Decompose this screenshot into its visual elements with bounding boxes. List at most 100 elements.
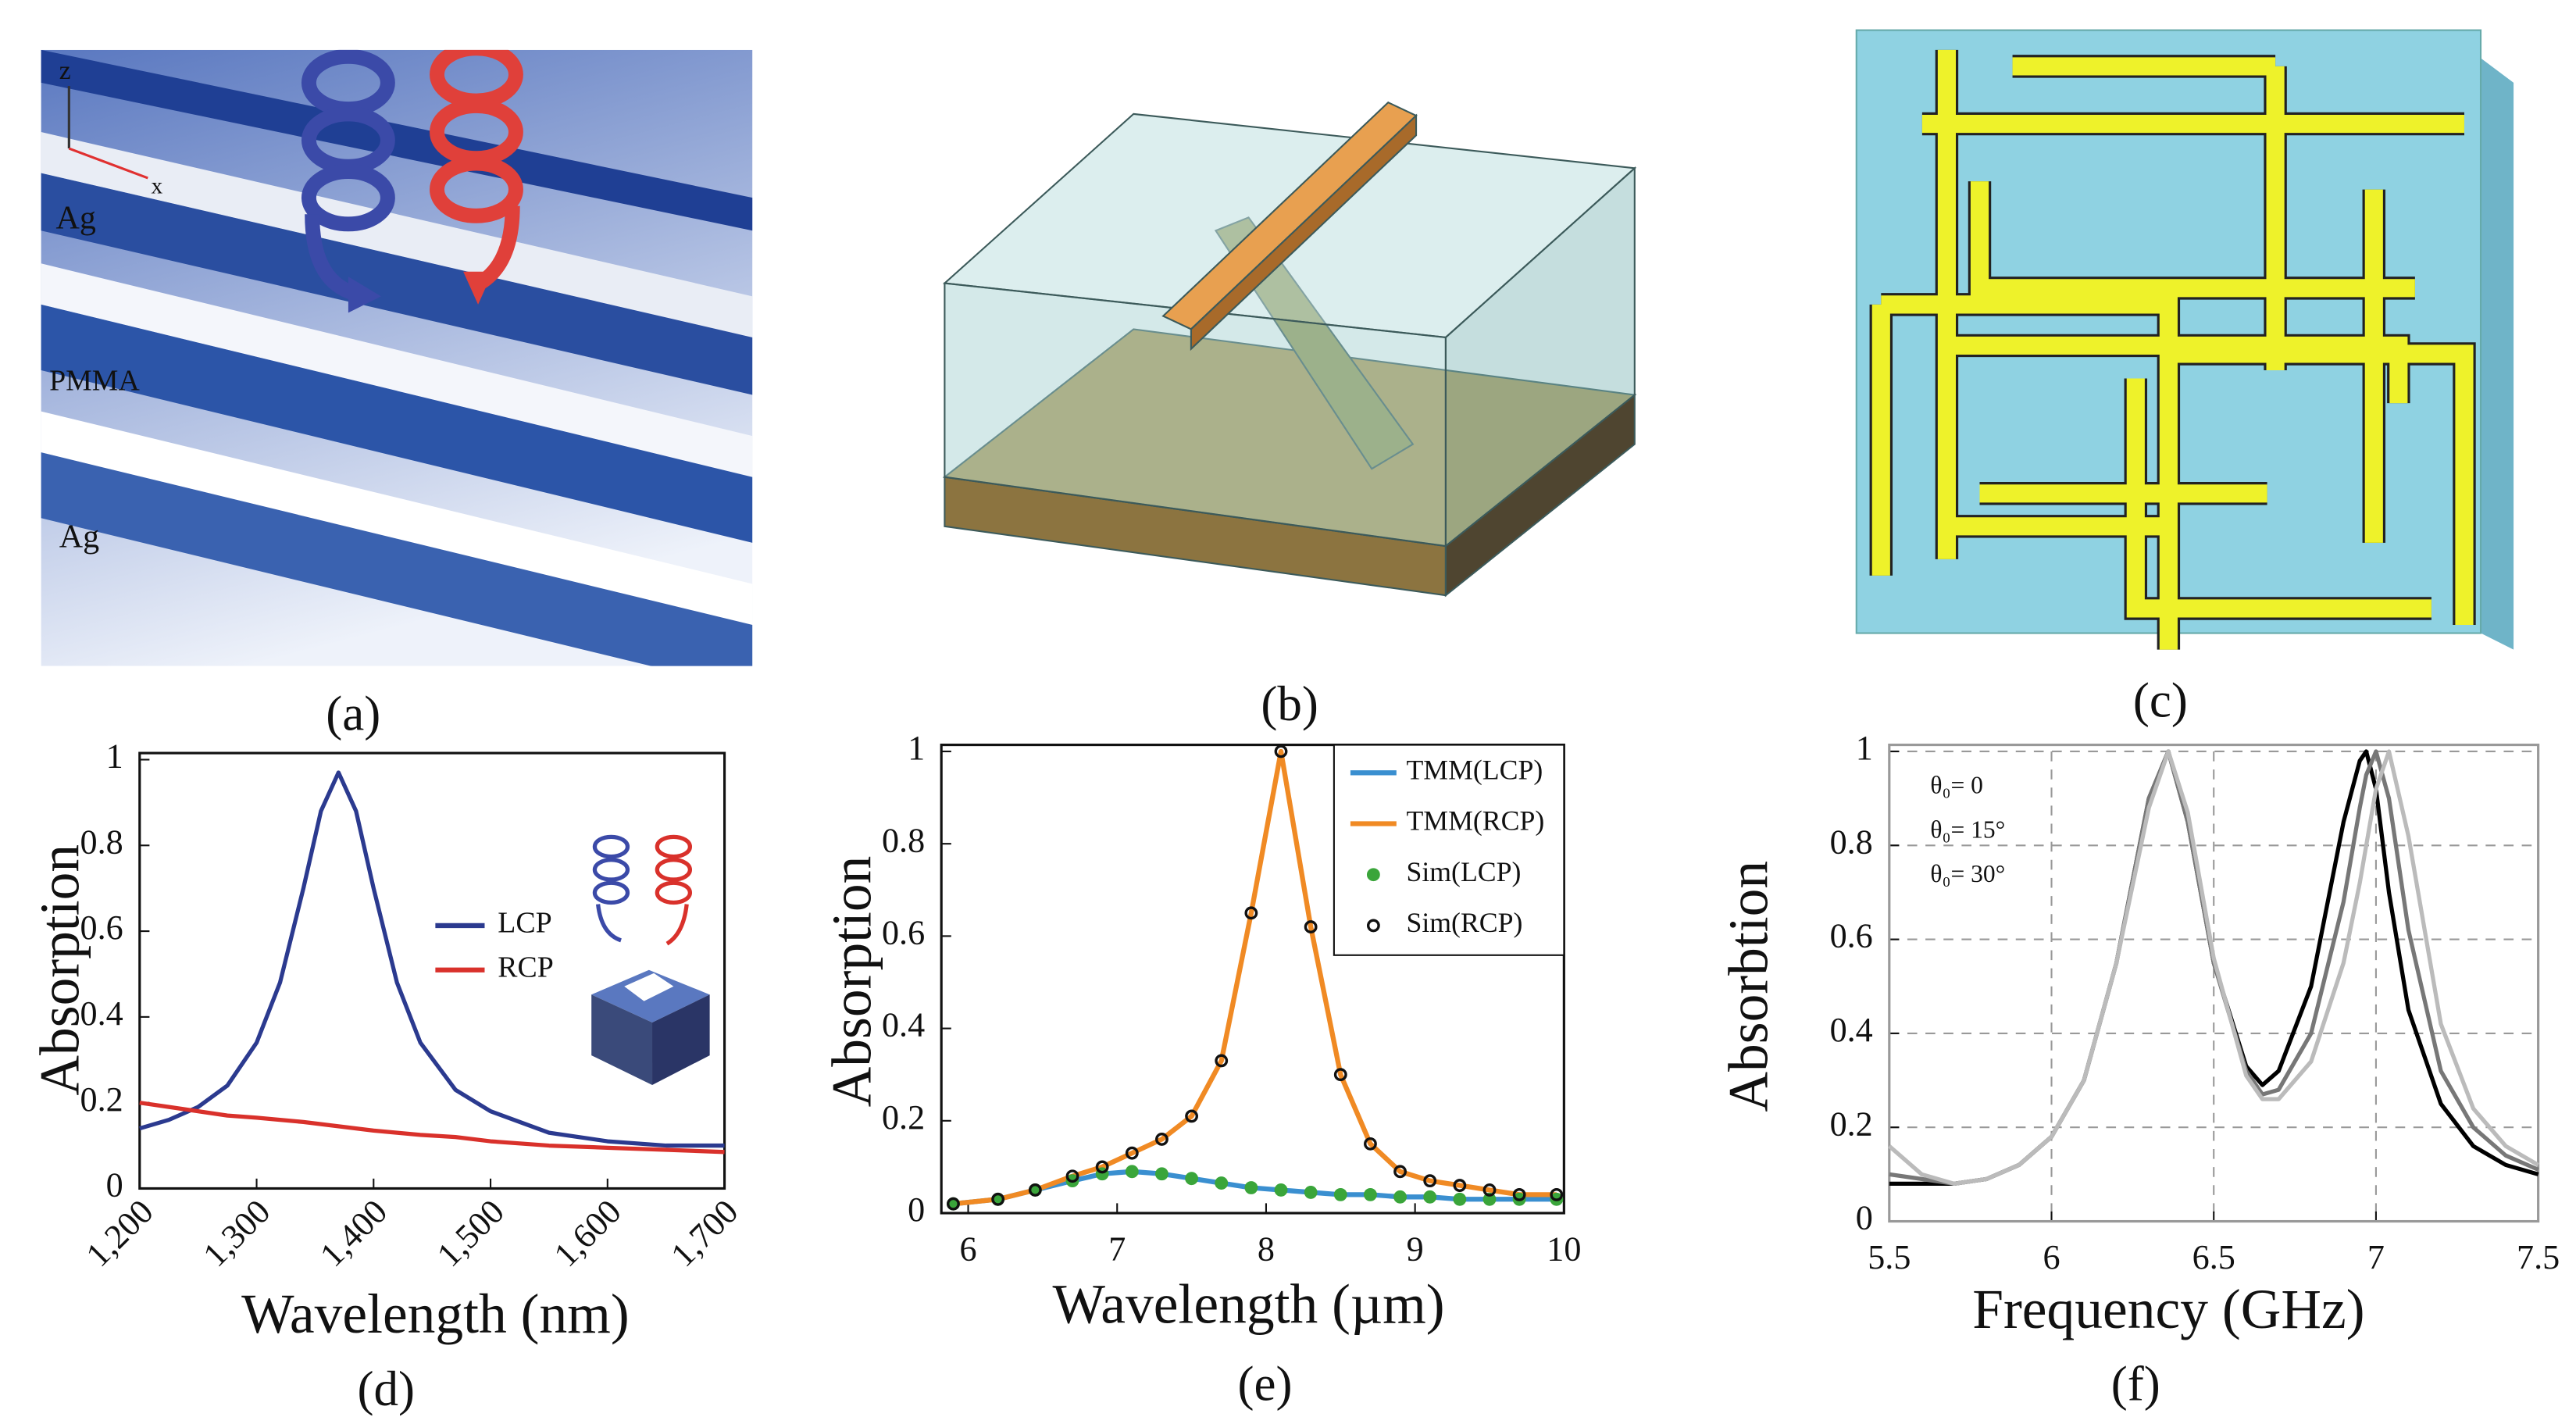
plot-frame (940, 743, 1565, 1215)
data-point (947, 1197, 960, 1211)
arrow (463, 271, 493, 305)
y-tick-label: 0.8 (1830, 823, 1873, 861)
resonator (1871, 49, 2474, 650)
x-tick-label: 8 (1258, 1230, 1275, 1269)
axis-arrow (68, 147, 148, 180)
data-point (1333, 1187, 1347, 1201)
illustration-b (942, 101, 1637, 598)
data-point (1393, 1165, 1407, 1179)
data-point (1274, 744, 1288, 758)
legend-label: θ₀= 15° (1930, 815, 2005, 843)
stripe (41, 173, 753, 395)
data-point (1125, 1165, 1139, 1179)
y-tick-label: 0 (908, 1190, 925, 1229)
data-point (1125, 1146, 1139, 1160)
data-point (1333, 1068, 1347, 1082)
illustration-a (41, 49, 753, 666)
x-axis-title: Frequency (GHz) (1972, 1279, 2364, 1340)
stripe (41, 49, 753, 231)
y-axis-title: Absorption (30, 844, 91, 1096)
data-point (1550, 1187, 1564, 1201)
y-tick-label: 0.4 (80, 994, 123, 1033)
data-point (1244, 1181, 1258, 1194)
stripe (41, 132, 753, 337)
legend-label: Sim(LCP) (1406, 856, 1521, 887)
data-point (1512, 1187, 1526, 1201)
box-side (1444, 166, 1636, 548)
x-axis-title: Wavelength (µm) (1053, 1274, 1445, 1336)
data-point (1155, 1167, 1168, 1181)
x-axis-title: Wavelength (nm) (241, 1283, 630, 1345)
inset-block (591, 969, 710, 1085)
data-point (1453, 1192, 1467, 1206)
plot-frame (1888, 743, 2540, 1223)
slab-side (2481, 58, 2514, 650)
y-tick-label: 1 (1856, 729, 1873, 767)
y-tick-label: 0.6 (882, 914, 925, 952)
panel-label: (e) (1238, 1357, 1293, 1412)
series-line (139, 1101, 725, 1155)
stripe (41, 304, 753, 543)
panel-label: (d) (357, 1362, 415, 1416)
y-tick-label: 0.2 (80, 1080, 123, 1119)
data-point (1364, 1137, 1377, 1151)
x-tick-label: 9 (1407, 1230, 1424, 1269)
data-point (991, 1192, 1005, 1206)
data-point (1423, 1190, 1437, 1204)
x-tick-label: 1,600 (547, 1192, 629, 1274)
stripe (41, 411, 753, 626)
data-point (1453, 1179, 1467, 1192)
panel-label: (f) (2111, 1357, 2160, 1412)
x-tick-label: 6 (2043, 1238, 2060, 1276)
data-point (1185, 1109, 1199, 1123)
y-tick-label: 1 (908, 729, 925, 767)
data-point (1215, 1176, 1229, 1190)
stripe (41, 452, 753, 666)
legend-label: θ₀= 30° (1930, 860, 2005, 887)
y-axis-title: Absorption (821, 856, 883, 1108)
illustration-c (1855, 29, 2514, 650)
data-point (1304, 920, 1318, 933)
data-point (1364, 1187, 1377, 1201)
legend-label: θ₀= 0 (1930, 771, 1983, 798)
legend-label: Sim(RCP) (1406, 907, 1522, 938)
x-tick-label: 7 (1108, 1230, 1126, 1269)
x-tick-label: 7.5 (2517, 1238, 2560, 1276)
panel-label: (a) (326, 686, 380, 741)
lcp-helix (301, 49, 395, 301)
y-tick-label: 0.8 (882, 821, 925, 859)
y-tick-label: 0.2 (882, 1098, 925, 1137)
data-point (1304, 1186, 1318, 1199)
x-tick-label: 1,700 (664, 1192, 746, 1274)
x-tick-label: 1,400 (312, 1192, 394, 1274)
data-point (1215, 1054, 1229, 1068)
layer-label: Ag (56, 200, 96, 236)
x-tick-label: 6.5 (2192, 1238, 2235, 1276)
series-line (1888, 749, 2539, 1187)
legend-swatch (1366, 868, 1380, 882)
data-point (1065, 1169, 1079, 1183)
arrow (348, 277, 381, 313)
panel-label: (b) (1261, 676, 1318, 731)
x-tick-label: 1,200 (79, 1192, 161, 1274)
x-tick-label: 5.5 (1868, 1238, 1911, 1276)
x-tick-label: 1,500 (430, 1192, 512, 1274)
data-point (1185, 1172, 1199, 1186)
x-tick-label: 6 (959, 1230, 976, 1269)
legend-label: RCP (498, 951, 554, 983)
y-tick-label: 0.2 (1830, 1105, 1873, 1143)
legend-swatch (1366, 919, 1380, 933)
data-point (1028, 1183, 1042, 1197)
data-point (1095, 1160, 1109, 1174)
layer-label: Ag (59, 519, 99, 555)
y-tick-label: 0 (1856, 1199, 1873, 1237)
y-tick-label: 0.8 (80, 823, 123, 861)
x-tick-label: 10 (1547, 1230, 1581, 1269)
series-line (139, 770, 725, 1148)
y-tick-label: 0.4 (1830, 1011, 1873, 1049)
data-point (1482, 1183, 1497, 1197)
data-point (1393, 1190, 1407, 1204)
x-tick-label: 7 (2367, 1238, 2385, 1276)
